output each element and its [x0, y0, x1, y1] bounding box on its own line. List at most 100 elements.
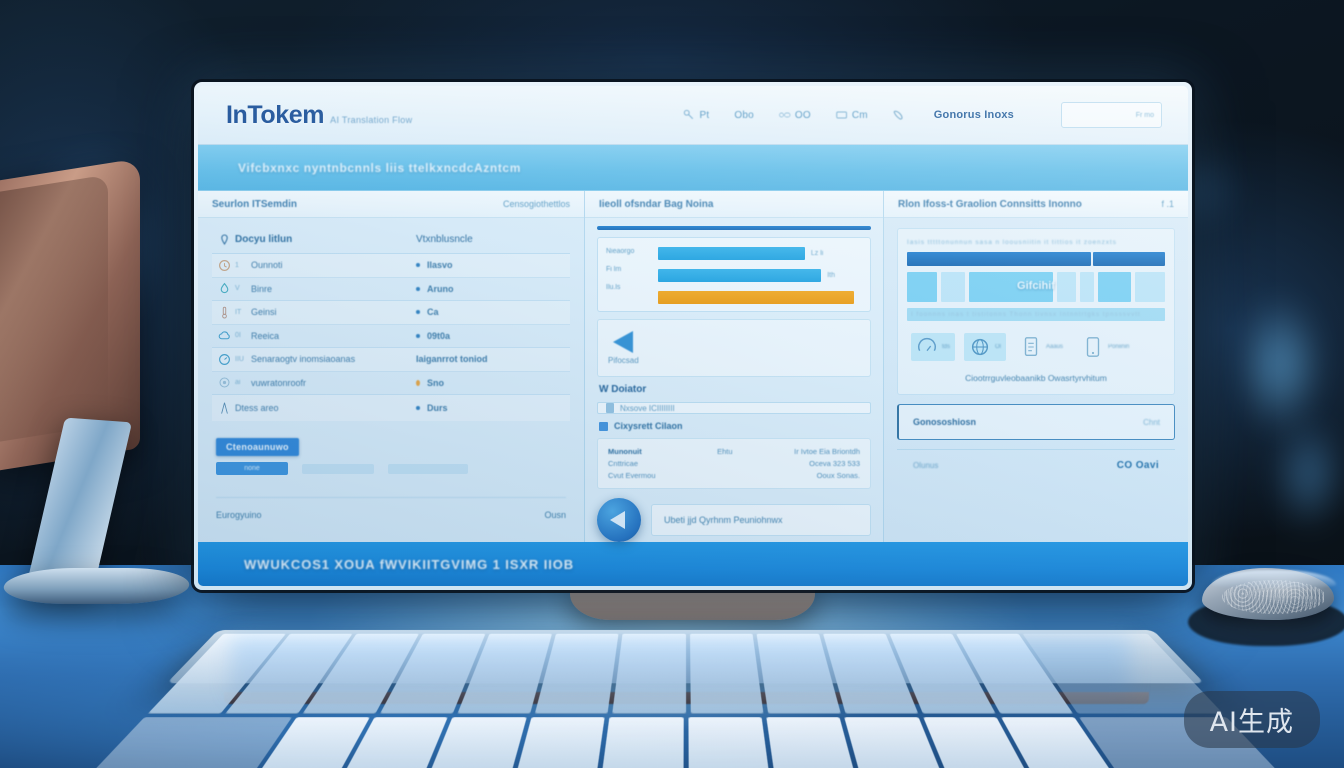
chart-category-2: Ilu.ls [606, 284, 621, 291]
row-name: Dtess areo [235, 403, 279, 413]
left-panel-header: Seurlon ITSemdin Censogiothettlos [198, 191, 584, 218]
row-name: Senaraogtv inomsiaoanas [251, 354, 356, 365]
key[interactable] [687, 717, 777, 768]
left-panel-action[interactable]: Censogiothettlos [502, 199, 570, 209]
status-dot [416, 310, 420, 315]
drop-icon [220, 282, 229, 294]
detail-right-column: Ir Ivtoe Eia Briontdh Oceva 323 533 Ooux… [794, 447, 860, 480]
middle-panel: Iieoll ofsndar Bag Noina Nieaorgo Fi lm … [585, 191, 884, 542]
row-index: IT [235, 308, 242, 316]
mouse[interactable] [1188, 562, 1344, 646]
right-panel-meta: f .1 [1161, 199, 1174, 209]
row-value-text: Ca [427, 307, 439, 318]
playback-label-field[interactable]: Ubeti jjd Qyrhnm Peuniohnwx [651, 504, 871, 536]
status-dot [416, 263, 420, 268]
icon-option-2[interactable]: Aaaus [1015, 333, 1068, 361]
light-segment-1 [941, 272, 965, 302]
row-index: 1 [235, 261, 239, 269]
icon-option-1[interactable]: Ol [964, 333, 1007, 361]
field-value: Nxsove ICIIIIIIII [620, 403, 675, 413]
secondary-monitor-shadow [0, 174, 108, 444]
table-row[interactable]: IIU Senaraogtv inomsiaoanas Iaiganrrot t… [212, 348, 570, 372]
table-row[interactable]: Dtess areo Durs [212, 395, 570, 421]
table-row[interactable]: 1 Ounnoti Ilasvo [212, 254, 570, 278]
secondary-button[interactable]: none [216, 462, 288, 475]
playback-label: Ubeti jjd Qyrhnm Peuniohnwx [664, 515, 783, 525]
table-row[interactable]: ai vuwratonroofr Sno [212, 372, 570, 395]
chart-bar-2 [658, 291, 854, 304]
left-panel: Seurlon ITSemdin Censogiothettlos Docyu … [198, 191, 585, 542]
strip-text: I foonnns inas t tistitonns Thonn tivnsx… [911, 311, 1141, 318]
phone-icon [893, 110, 903, 120]
dark-segment-0 [907, 252, 1092, 266]
row-index: IIU [235, 355, 244, 363]
key[interactable] [612, 633, 686, 714]
keyboard-row [37, 717, 1334, 768]
text-input-field[interactable]: Nxsove ICIIIIIIII [597, 402, 871, 414]
nav-item-3[interactable]: Cm [836, 109, 868, 121]
media-preview-card[interactable]: Pifocsad [597, 319, 871, 377]
pin-icon [221, 234, 228, 245]
column-header-0: Docyu litlun [235, 234, 293, 245]
nav-item-4[interactable] [893, 109, 909, 121]
footer-right-label[interactable]: Ousn [544, 510, 566, 520]
row-value-text: Iaiganrrot toniod [416, 354, 488, 365]
table-row[interactable]: IT Geinsi Ca [212, 301, 570, 325]
clock-icon [219, 259, 230, 271]
cloud-icon [218, 331, 230, 340]
keyboard[interactable] [37, 630, 1334, 768]
subsection-label-text: Cixysrett Cilaon [614, 421, 683, 431]
search-placeholder: Fr mo [1135, 111, 1154, 119]
icon-option-3[interactable]: Poniinin [1077, 333, 1134, 361]
primary-cta-button[interactable]: Ctenoaunuwo [216, 438, 299, 456]
status-dot [416, 406, 420, 410]
detail-left-0: Munonuit [608, 447, 642, 456]
key[interactable] [689, 633, 764, 714]
card-icon [836, 111, 847, 119]
play-button[interactable] [597, 498, 641, 542]
nav-item-2[interactable]: OO [779, 109, 811, 121]
brand-logo[interactable]: InTokem AI Translation Flow [226, 101, 412, 130]
row-value: Aruno [416, 284, 566, 294]
icon-option-0[interactable]: tds [911, 333, 956, 361]
nav-item-1[interactable]: Obo [734, 110, 754, 121]
light-segment-3 [1057, 272, 1076, 302]
light-segment-4 [1079, 272, 1094, 302]
mouse-body [1202, 568, 1336, 620]
light-segment-0 [907, 272, 938, 302]
chart-category-0: Nieaorgo [606, 248, 635, 255]
key[interactable] [594, 717, 684, 768]
icon-caption-3: Poniinin [1108, 343, 1130, 350]
right-panel-header: Rlon Ifoss-t Graolion Connsitts Inonno f… [884, 191, 1188, 218]
nav-item-label: Pt [699, 109, 710, 121]
nav-item-0[interactable]: Pt [683, 109, 709, 121]
table-row[interactable]: V Binre Aruno [212, 278, 570, 301]
detail-right-2: Ooux Sonas. [816, 471, 860, 480]
subsection-label: Cixysrett Cilaon [597, 421, 871, 431]
search-input[interactable]: Fr mo [1061, 102, 1162, 128]
right-panel-content: Iasis tttttonunnun sasa n loousniitin it… [884, 218, 1188, 471]
nav-item-label: Cm [851, 109, 868, 121]
dark-band [907, 252, 1165, 266]
main-navigation: Pt Obo OO Cm [683, 102, 1162, 128]
cta-row: none [216, 462, 566, 475]
right-footer-action[interactable]: CO Oavi [1116, 460, 1159, 471]
table-row[interactable]: 0I Reeica 09t0a [212, 325, 570, 348]
strip-band: I foonnns inas t tistitonns Thonn tivnsx… [907, 308, 1165, 321]
icon-caption-0: tds [942, 343, 951, 350]
secondary-monitor-base [0, 568, 195, 604]
gauge-icon [219, 353, 230, 365]
right-panel-footer: Olunus CO Oavi [897, 449, 1175, 471]
chart-bar-0 [658, 247, 805, 260]
right-footer-left: Olunus [913, 461, 939, 470]
chart-bar-1 [658, 269, 822, 282]
nav-cta[interactable]: Gonorus Inoxs [934, 109, 1014, 121]
chart-bars: Lz li Ith [658, 245, 862, 304]
detail-right-1: Oceva 323 533 [809, 459, 860, 468]
secondary-button-label: none [244, 465, 260, 472]
row-value-text: Aruno [427, 283, 454, 294]
highlighted-input[interactable]: Gonososhiosn Chnt [897, 404, 1175, 440]
row-value-text: Durs [427, 403, 448, 413]
light-segment-6 [1134, 272, 1165, 302]
middle-panel-title: Iieoll ofsndar Bag Noina [599, 198, 714, 210]
